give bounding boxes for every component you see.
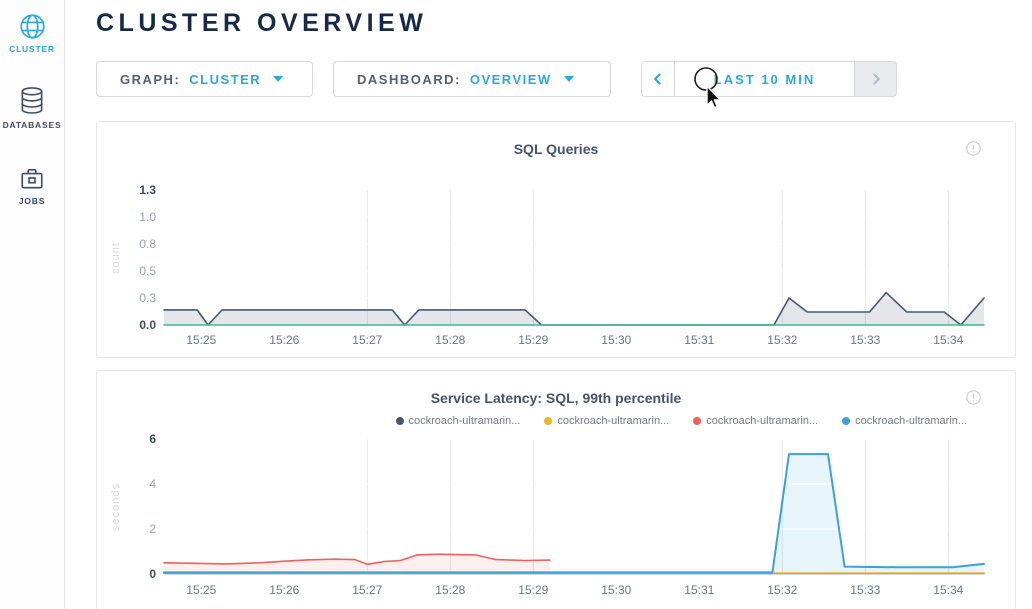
x-tick-label: 15:31 [684,583,714,597]
x-tick-label: 15:32 [767,333,797,347]
x-tick-label: 15:27 [352,333,382,347]
x-tick-label: 15:28 [435,583,465,597]
latency-node-red-line [163,553,551,566]
service-latency-chart: 0 2 4 6 15:25 15:26 15:27 15:28 15:29 15:30 15:31 1… [110,432,985,597]
info-icon[interactable] [966,141,981,156]
chevron-down-icon [563,76,574,82]
x-tick-label: 15:26 [269,333,299,347]
x-tick-label: 15:28 [435,333,465,347]
sidebar: CLUSTER DATABASES JOBS [0,0,65,609]
x-tick-label: 15:29 [518,333,548,347]
graph-dropdown-value: CLUSTER [189,71,262,87]
legend-label: cockroach-ultramarin... [557,415,670,427]
briefcase-icon [21,168,43,189]
y-tick-label: 0.0 [139,318,156,332]
chart-card-service-latency: 0 2 4 6 15:25 15:26 15:27 15:28 15:29 15:30 15:31 1… [96,370,1016,609]
y-tick-label: 2 [149,522,156,536]
dashboard-dropdown-value: OVERVIEW [469,71,552,87]
graph-dropdown-label: GRAPH: [120,71,181,87]
x-tick-label: 15:30 [601,583,631,597]
legend-dot-icon [395,417,404,425]
y-tick-label: 0.3 [139,291,156,305]
time-window-value[interactable]: LAST 10 MIN [713,71,816,87]
time-window-selector: LAST 10 MIN [641,61,897,97]
y-axis-unit-label: seconds [110,483,122,531]
x-tick-label: 15:25 [186,583,216,597]
legend-item[interactable]: cockroach-ultramarin... [395,415,521,427]
chart-title: Service Latency: SQL, 99th percentile [430,390,682,406]
x-tick-label: 15:30 [601,333,631,347]
time-window-prev-button[interactable] [642,62,675,96]
dashboard-dropdown[interactable]: DASHBOARD: OVERVIEW [333,61,611,97]
y-tick-label: 0.8 [139,237,156,251]
x-tick-label: 15:33 [850,583,880,597]
chevron-right-icon [872,73,880,85]
legend-item[interactable]: cockroach-ultramarin... [693,415,818,427]
chart-legend: cockroach-ultramarin... cockroach-ultrama… [395,415,967,427]
x-tick-label: 15:27 [352,583,382,597]
time-window-next-button[interactable] [854,62,896,96]
y-tick-label: 1.0 [139,210,156,224]
legend-label: cockroach-ultramarin... [706,415,819,427]
legend-item[interactable]: cockroach-ultramarin... [544,415,669,427]
globe-icon [19,14,45,39]
chevron-left-icon [654,73,661,85]
legend-label: cockroach-ultramarin... [408,415,521,427]
x-tick-label: 15:34 [933,583,963,597]
y-tick-label: 6 [149,432,156,446]
x-tick-label: 15:33 [850,333,880,347]
page-title: CLUSTER OVERVIEW [96,9,428,37]
y-tick-label: 0.5 [139,264,156,278]
x-tick-label: 15:32 [767,583,797,597]
chevron-down-icon [273,76,284,82]
sql-queries-chart: 0.0 0.3 0.5 0.8 1.0 1.3 15:25 15:26 15:27 15:28 15… [110,183,985,347]
x-tick-label: 15:26 [269,583,299,597]
chart-card-sql-queries: 0.0 0.3 0.5 0.8 1.0 1.3 15:25 15:26 15:27 15:28 15… [96,121,1016,358]
graph-dropdown[interactable]: GRAPH: CLUSTER [96,61,313,97]
info-icon[interactable] [966,390,981,405]
sidebar-item-jobs[interactable]: JOBS [0,166,64,206]
x-tick-label: 15:31 [684,333,714,347]
databases-icon [21,87,43,114]
y-tick-label: 4 [149,477,156,491]
chart-title: SQL Queries [513,141,599,157]
dashboard-dropdown-label: DASHBOARD: [357,71,461,87]
sidebar-item-label: JOBS [18,196,46,206]
legend-item[interactable]: cockroach-ultramarin... [842,415,967,427]
latency-node-red-area [164,554,550,574]
x-tick-label: 15:29 [518,583,548,597]
y-tick-label: 0 [149,567,156,581]
sidebar-item-label: CLUSTER [9,44,55,54]
y-axis-unit-label: count [110,242,122,274]
y-tick-label: 1.3 [139,183,156,197]
legend-dot-icon [544,417,553,425]
latency-node-blue-area [164,454,984,574]
legend-label: cockroach-ultramarin... [855,415,967,427]
legend-dot-icon [693,417,702,425]
x-tick-label: 15:25 [186,333,216,347]
sidebar-item-cluster[interactable]: CLUSTER [0,13,64,54]
sidebar-item-label: DATABASES [2,120,62,130]
x-tick-label: 15:34 [933,333,963,347]
legend-dot-icon [842,417,851,425]
sidebar-item-databases[interactable]: DATABASES [0,86,64,130]
latency-node-blue-line [163,453,985,574]
